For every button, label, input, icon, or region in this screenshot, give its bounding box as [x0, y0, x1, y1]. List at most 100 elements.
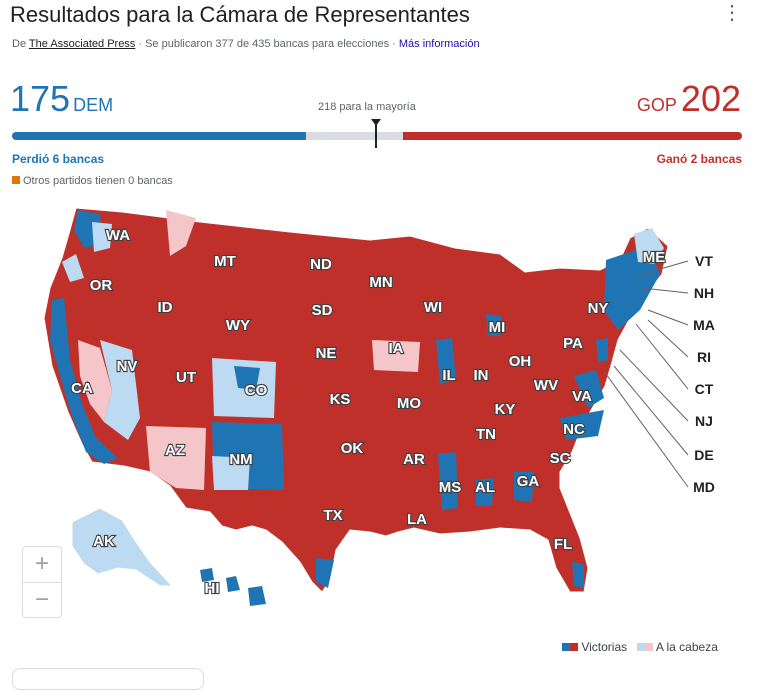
- state-label-mn: MN: [369, 274, 392, 291]
- state-label-tn: TN: [476, 426, 496, 443]
- region-pa-blue[interactable]: [596, 338, 608, 362]
- state-label-nd: ND: [310, 256, 332, 273]
- gop-party-label: GOP: [636, 95, 677, 115]
- state-label-ms: MS: [439, 479, 462, 496]
- seat-progress-bar: [12, 132, 742, 140]
- state-label-md: MD: [693, 479, 715, 495]
- legend-leading-label: A la cabeza: [655, 640, 718, 654]
- state-label-hi: HI: [205, 580, 220, 597]
- region-tx-blue[interactable]: [316, 558, 334, 588]
- region-mi-blue[interactable]: [486, 314, 502, 336]
- source-detail: · Se publicaron 377 de 435 bancas para e…: [138, 38, 396, 50]
- state-label-mo: MO: [397, 395, 421, 412]
- legend-gop-lead-swatch: [645, 643, 654, 651]
- region-wa-lead[interactable]: [92, 222, 112, 252]
- state-label-or: OR: [90, 277, 113, 294]
- majority-marker-arrow-icon: [371, 119, 381, 126]
- state-label-la: LA: [407, 511, 427, 528]
- region-ca-lead[interactable]: [78, 340, 112, 422]
- gop-count-number: 202: [680, 78, 741, 119]
- state-label-pa: PA: [563, 335, 583, 352]
- other-parties-note: Otros partidos tienen 0 bancas: [12, 175, 173, 187]
- region-id-lead[interactable]: [166, 210, 196, 256]
- state-label-nc: NC: [563, 421, 585, 438]
- more-info-link[interactable]: Más información: [398, 38, 480, 50]
- region-il-blue[interactable]: [436, 338, 456, 384]
- state-label-ct: CT: [695, 381, 714, 397]
- hawaii-island-3[interactable]: [248, 586, 266, 606]
- state-label-id: ID: [158, 299, 173, 316]
- zoom-control: + −: [22, 546, 62, 618]
- region-or-coast[interactable]: [62, 254, 84, 282]
- majority-label: 218 para la mayoría: [318, 101, 416, 113]
- state-label-ga: GA: [517, 473, 540, 490]
- state-label-oh: OH: [509, 353, 532, 370]
- dem-seat-bar: [12, 132, 306, 140]
- state-label-tx: TX: [323, 507, 342, 524]
- source-link[interactable]: The Associated Press: [28, 38, 136, 50]
- callout-line-ma: [647, 309, 689, 326]
- region-az-lead[interactable]: [146, 426, 206, 490]
- callout-line-ct: [635, 323, 689, 390]
- alaska[interactable]: [71, 507, 174, 587]
- zoom-in-button[interactable]: +: [34, 550, 49, 577]
- callout-line-nj: [619, 349, 689, 422]
- region-va-blue[interactable]: [574, 370, 604, 408]
- region-fl-blue[interactable]: [572, 562, 584, 588]
- state-label-ar: AR: [403, 451, 425, 468]
- hawaii[interactable]: [200, 568, 266, 606]
- hawaii-island-2[interactable]: [226, 576, 240, 592]
- state-label-vt: VT: [695, 253, 713, 269]
- region-ca-coast[interactable]: [50, 298, 118, 464]
- dem-party-label: DEM: [73, 95, 114, 115]
- zoom-out-button[interactable]: −: [34, 586, 49, 613]
- state-label-co: CO: [245, 382, 268, 399]
- state-label-ky: KY: [495, 401, 516, 418]
- house-results-map[interactable]: WA OR CA NV ID MT WY UT AZ CO NM ND SD NE KS OK TX MN IA MO…: [0, 190, 773, 640]
- state-label-nm: NM: [229, 451, 252, 468]
- gop-seat-count: GOP 202: [637, 78, 741, 120]
- dem-seat-count: 175 DEM: [10, 78, 113, 120]
- northeast-state-labels: VT NH MA RI CT NJ DE MD: [605, 253, 715, 495]
- region-ga-blue[interactable]: [514, 472, 534, 502]
- state-label-wy: WY: [226, 317, 250, 334]
- state-label-ut: UT: [176, 369, 196, 386]
- state-label-ia: IA: [389, 340, 404, 357]
- state-label-me: ME: [643, 249, 666, 266]
- callout-line-ri: [647, 319, 689, 358]
- legend-gop-swatch: [570, 643, 578, 651]
- legend-won-label: Victorias: [581, 640, 628, 654]
- state-label-mt: MT: [214, 253, 236, 270]
- hawaii-island-1[interactable]: [200, 568, 214, 582]
- state-label-ks: KS: [330, 391, 351, 408]
- region-nm-lead[interactable]: [212, 456, 250, 490]
- state-label-nj: NJ: [695, 413, 713, 429]
- legend-dem-lead-swatch: [637, 643, 646, 651]
- callout-line-md: [605, 373, 689, 488]
- region-ia-lead[interactable]: [372, 340, 420, 372]
- state-label-ny: NY: [588, 300, 609, 317]
- region-me-lead[interactable]: [634, 228, 664, 264]
- majority-marker: [375, 122, 377, 148]
- state-label-in: IN: [474, 367, 489, 384]
- state-label-al: AL: [475, 479, 495, 496]
- state-label-ri: RI: [697, 349, 711, 365]
- region-ms-blue[interactable]: [438, 452, 458, 510]
- region-ne-blue[interactable]: [604, 246, 660, 330]
- state-label-de: DE: [694, 447, 713, 463]
- callout-line-vt: [635, 260, 689, 277]
- region-al-blue[interactable]: [476, 478, 494, 506]
- colored-regions: [50, 210, 664, 588]
- state-label-wa: WA: [106, 227, 130, 244]
- state-label-ak: AK: [93, 533, 115, 550]
- state-label-sc: SC: [550, 450, 571, 467]
- state-label-sd: SD: [312, 302, 333, 319]
- dem-count-number: 175: [10, 78, 71, 119]
- zoom-divider: [23, 582, 61, 583]
- bottom-card[interactable]: [12, 668, 204, 690]
- region-co-blue[interactable]: [234, 366, 260, 390]
- region-nv-lead[interactable]: [100, 340, 140, 440]
- more-vert-icon[interactable]: ⋮: [722, 2, 742, 24]
- region-nc-blue[interactable]: [560, 410, 604, 440]
- alaska-shape[interactable]: [71, 507, 174, 587]
